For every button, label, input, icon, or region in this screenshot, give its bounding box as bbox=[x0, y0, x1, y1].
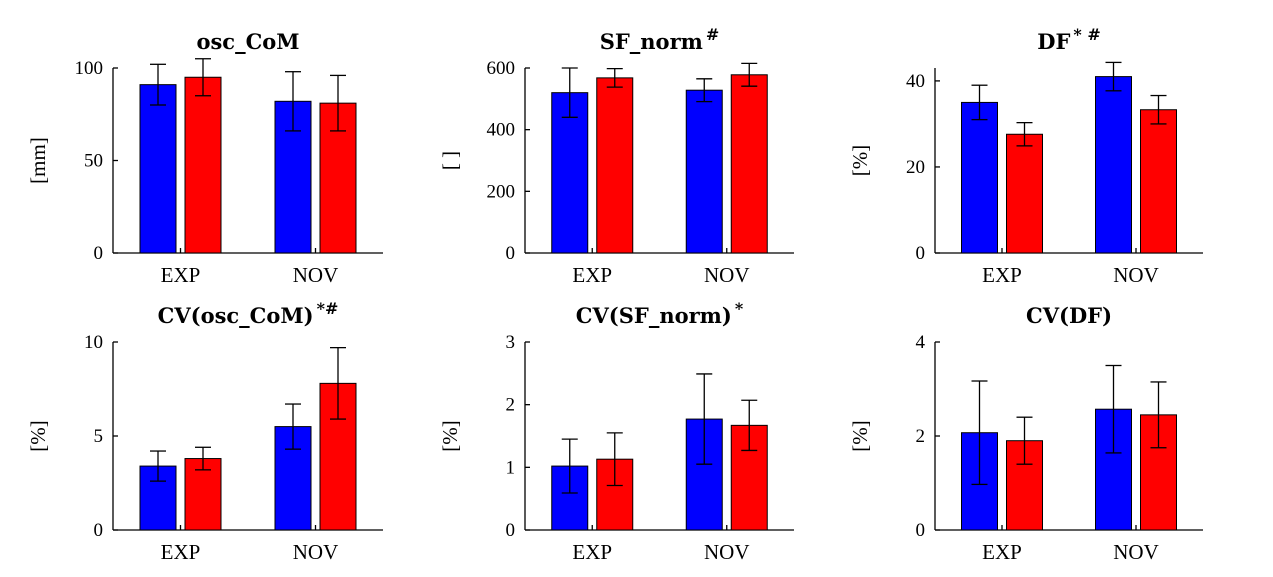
y-tick-label: 600 bbox=[487, 58, 516, 79]
y-tick-label: 0 bbox=[94, 520, 104, 541]
y-tick-label: 0 bbox=[916, 243, 926, 264]
bar-blue-nov bbox=[1095, 76, 1132, 254]
x-tick-label: NOV bbox=[293, 540, 339, 564]
significance-marks: *# bbox=[317, 299, 339, 318]
x-tick-label: EXP bbox=[161, 540, 201, 564]
chart-title: osc_CoM bbox=[196, 29, 299, 54]
chart-title-text: CV(SF_norm) bbox=[576, 303, 732, 328]
y-tick-label: 10 bbox=[84, 332, 103, 353]
y-tick-label: 1 bbox=[506, 457, 516, 478]
chart-title: CV(SF_norm) * bbox=[576, 299, 744, 328]
y-axis-label: [%] bbox=[438, 420, 462, 451]
y-axis-label: [%] bbox=[26, 420, 50, 451]
y-axis-label: [%] bbox=[848, 145, 872, 176]
bar-red-nov bbox=[1140, 109, 1177, 254]
bar-blue-exp bbox=[139, 84, 177, 254]
x-tick-label: NOV bbox=[293, 263, 339, 287]
bar-red-exp bbox=[1006, 133, 1043, 254]
x-tick-label: NOV bbox=[1113, 540, 1159, 564]
y-tick-label: 0 bbox=[94, 243, 104, 264]
y-tick-label: 0 bbox=[506, 520, 516, 541]
chart-title: SF_norm # bbox=[600, 25, 720, 54]
x-tick-label: EXP bbox=[982, 263, 1022, 287]
chart-title: DF * # bbox=[1037, 25, 1100, 54]
y-tick-label: 4 bbox=[916, 332, 926, 353]
x-tick-label: NOV bbox=[704, 263, 750, 287]
chart-title: CV(DF) bbox=[1026, 303, 1112, 328]
y-tick-label: 2 bbox=[506, 395, 516, 416]
chart-panel-5: 0 1 2 3 EXP NOV [%] CV(SF_norm) * bbox=[438, 299, 794, 564]
y-tick-label: 50 bbox=[84, 151, 103, 172]
y-tick-label: 200 bbox=[487, 181, 516, 202]
chart-panel-4: 0 5 10 EXP NOV [%] CV(osc_CoM) *# bbox=[26, 299, 383, 564]
bar-blue-nov bbox=[685, 89, 723, 254]
y-tick-label: 20 bbox=[906, 157, 925, 178]
significance-marks: # bbox=[706, 25, 719, 44]
y-tick-label: 400 bbox=[487, 120, 516, 141]
chart-title-text: DF bbox=[1037, 29, 1070, 54]
y-axis-label: [%] bbox=[848, 420, 872, 451]
y-axis-label: [ ] bbox=[438, 151, 462, 170]
chart-title-text: osc_CoM bbox=[196, 29, 299, 54]
chart-panel-6: 0 2 4 EXP NOV [%] CV(DF) bbox=[848, 303, 1203, 564]
x-tick-label: NOV bbox=[1113, 263, 1159, 287]
bar-blue-exp bbox=[961, 101, 998, 254]
bar-red-exp bbox=[596, 77, 634, 254]
significance-marks: * # bbox=[1073, 25, 1100, 44]
y-axis-label: [mm] bbox=[26, 137, 50, 184]
chart-panel-3: 0 20 40 EXP NOV [%] DF * # bbox=[848, 25, 1203, 287]
chart-title: CV(osc_CoM) *# bbox=[158, 299, 339, 328]
y-tick-label: 3 bbox=[506, 332, 516, 353]
y-tick-label: 40 bbox=[906, 71, 925, 92]
y-tick-label: 5 bbox=[94, 426, 104, 447]
x-tick-label: EXP bbox=[572, 263, 612, 287]
x-tick-label: EXP bbox=[982, 540, 1022, 564]
x-tick-label: EXP bbox=[572, 540, 612, 564]
x-tick-label: NOV bbox=[704, 540, 750, 564]
bar-red-exp bbox=[184, 76, 222, 254]
chart-panel-2: 0 200 400 600 EXP NOV [ ] SF_norm # bbox=[438, 25, 794, 287]
y-tick-label: 0 bbox=[916, 520, 926, 541]
chart-title-text: CV(osc_CoM) bbox=[158, 303, 314, 328]
y-tick-label: 100 bbox=[75, 58, 104, 79]
significance-marks: * bbox=[735, 299, 744, 318]
x-tick-label: EXP bbox=[161, 263, 201, 287]
y-tick-label: 0 bbox=[506, 243, 516, 264]
y-tick-label: 2 bbox=[916, 426, 926, 447]
chart-panel-1: 0 50 100 EXP NOV [mm] osc_CoM bbox=[26, 29, 383, 287]
chart-title-text: SF_norm bbox=[600, 29, 703, 54]
bar-red-nov bbox=[730, 74, 768, 254]
chart-title-text: CV(DF) bbox=[1026, 303, 1112, 328]
bar-blue-exp bbox=[551, 92, 589, 254]
